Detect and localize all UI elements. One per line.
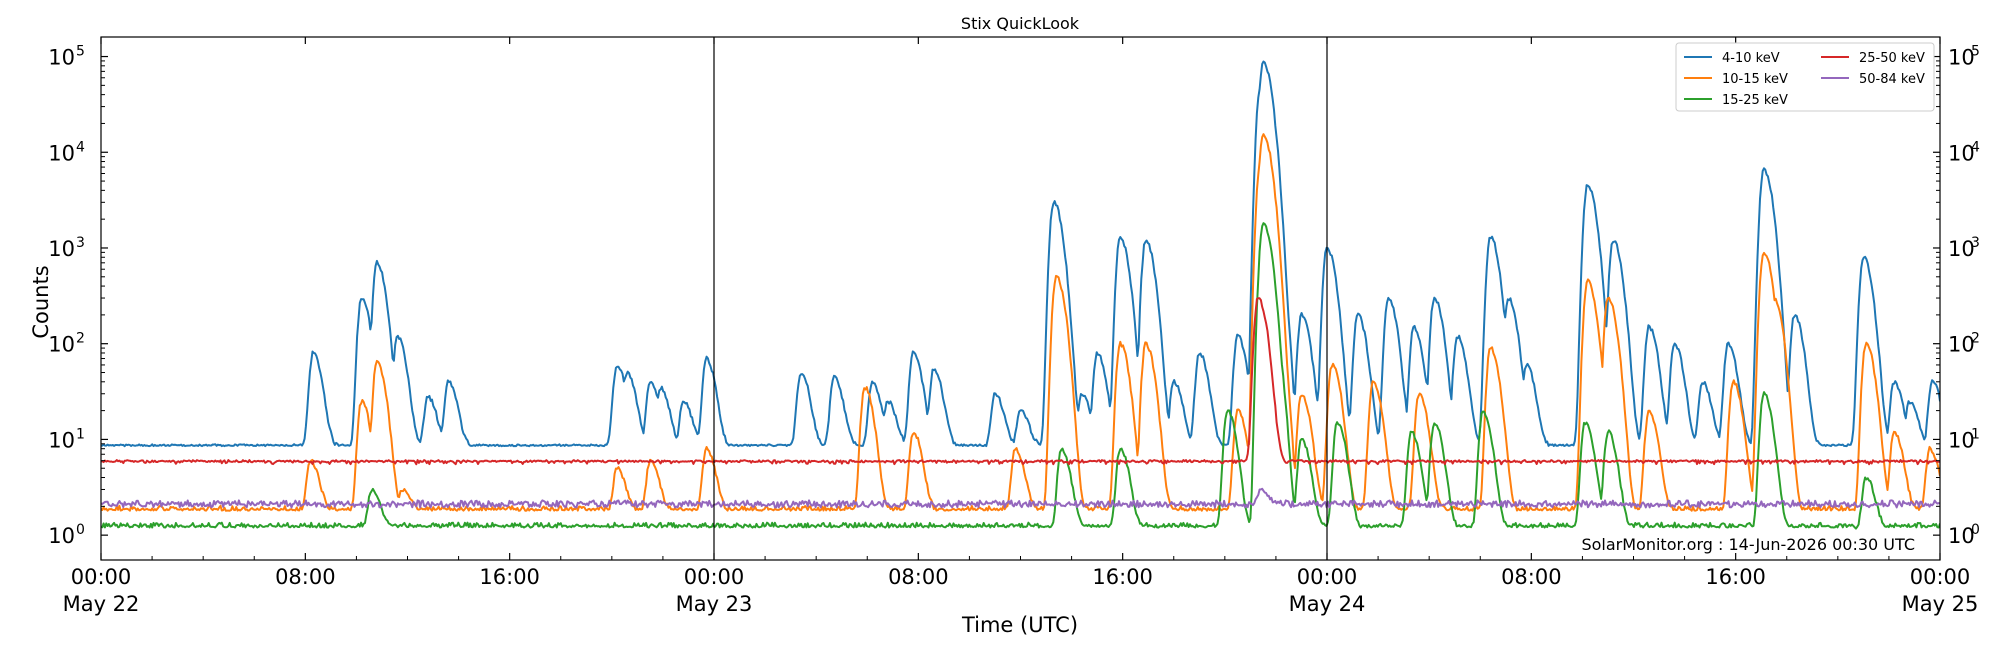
credit-text: SolarMonitor.org : 14-Jun-2026 00:30 UTC: [1581, 535, 1915, 554]
x-tick-label-5: 16:00: [1092, 565, 1153, 589]
y-tick-label-0: 10: [48, 524, 75, 548]
series-line-3: [101, 297, 1940, 466]
legend-label-3: 25-50 keV: [1859, 51, 1925, 66]
y-tick-label-right-0: 10: [1948, 524, 1975, 548]
x-tick-label-2: 16:00: [479, 565, 540, 589]
y-tick-exp-right-5: 5: [1971, 44, 1980, 60]
x-tick-label-7: 08:00: [1501, 565, 1562, 589]
y-tick-label-right-5: 10: [1948, 46, 1975, 70]
legend-box: [1675, 42, 1935, 112]
legend-label-1: 10-15 keV: [1722, 72, 1788, 87]
x-tick-label-1: 08:00: [275, 565, 336, 589]
y-tick-label-right-2: 10: [1948, 333, 1975, 357]
y-tick-exp-right-4: 4: [1971, 139, 1980, 155]
y-tick-label-1: 10: [48, 428, 75, 452]
series-line-4: [101, 487, 1940, 509]
y-tick-exp-5: 5: [76, 44, 85, 60]
y-tick-label-4: 10: [48, 141, 75, 165]
legend-label-2: 15-25 keV: [1722, 93, 1788, 108]
plot-series-layer: [101, 60, 1940, 530]
x-tick-date-0: May 22: [63, 592, 140, 616]
x-tick-label-0: 00:00: [71, 565, 132, 589]
y-tick-exp-4: 4: [76, 139, 85, 155]
x-tick-label-9: 00:00: [1910, 565, 1971, 589]
chart-title: Stix QuickLook: [961, 14, 1080, 33]
x-tick-date-3: May 23: [676, 592, 753, 616]
series-line-1: [101, 133, 1940, 512]
y-tick-exp-1: 1: [76, 426, 85, 442]
legend-label-0: 4-10 keV: [1722, 51, 1780, 66]
x-tick-label-8: 16:00: [1705, 565, 1766, 589]
y-tick-exp-0: 0: [76, 522, 85, 538]
x-tick-date-6: May 24: [1289, 592, 1366, 616]
y-axis-label: Counts: [29, 265, 53, 338]
x-tick-label-3: 00:00: [684, 565, 745, 589]
y-tick-exp-right-2: 2: [1971, 331, 1980, 347]
x-tick-date-9: May 25: [1902, 592, 1979, 616]
y-tick-label-right-3: 10: [1948, 237, 1975, 261]
y-tick-label-2: 10: [48, 333, 75, 357]
axes: 00:00 May 22 08:00 16:00 00:00 May 23 08:00 16:…: [48, 37, 1980, 616]
y-tick-exp-right-0: 0: [1971, 522, 1980, 538]
x-tick-label-6: 00:00: [1297, 565, 1358, 589]
y-tick-exp-right-3: 3: [1971, 235, 1980, 251]
y-tick-label-3: 10: [48, 237, 75, 261]
legend: 4-10 keV 10-15 keV 15-25 keV 25-50 keV 50-84…: [1675, 42, 1935, 112]
y-tick-label-5: 10: [48, 46, 75, 70]
series-line-2: [101, 222, 1940, 530]
y-tick-exp-3: 3: [76, 235, 85, 251]
y-tick-label-right-4: 10: [1948, 141, 1975, 165]
legend-label-4: 50-84 keV: [1859, 72, 1925, 87]
x-axis-label: Time (UTC): [961, 613, 1078, 637]
series-line-0: [101, 60, 1940, 448]
x-tick-label-4: 08:00: [888, 565, 949, 589]
y-tick-label-right-1: 10: [1948, 428, 1975, 452]
y-tick-exp-2: 2: [76, 331, 85, 347]
y-tick-exp-right-1: 1: [1971, 426, 1980, 442]
